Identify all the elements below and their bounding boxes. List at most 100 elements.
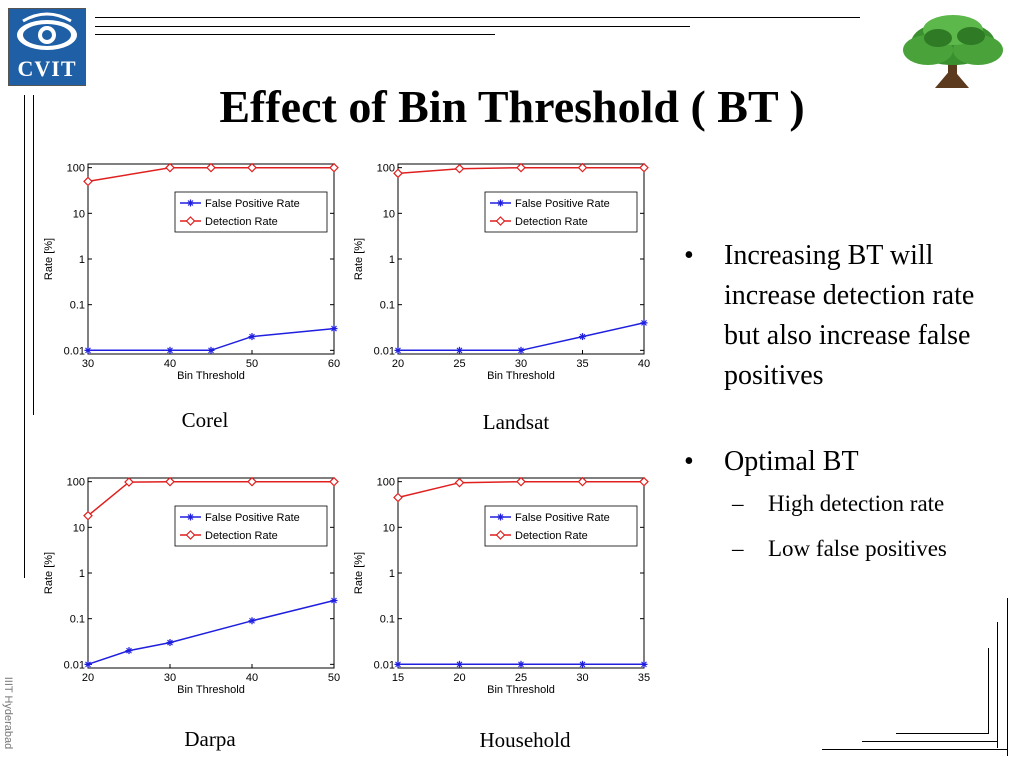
footer-rule-1 [822,749,1008,750]
data-point [516,162,526,173]
chart-household: 15 20 25 30 35 0.01 0.1 1 10 100 Bin Threshold Rate… [350,472,660,702]
data-point [394,660,402,668]
y-tick-label: 1 [79,254,85,266]
bullet-marker: • [684,446,694,477]
legend-marker [185,530,196,540]
y-tick-label: 1 [389,254,395,266]
data-point [84,660,92,668]
legend-marker [497,199,504,207]
data-point [83,176,93,187]
chart-svg: 20 25 30 35 40 0.01 0.1 1 10 100 Bin Threshold Rate… [353,162,650,382]
bullet-list: • Increasing BT will increase detection … [680,236,1015,565]
data-point [577,162,588,173]
legend-label: Detection Rate [515,530,588,542]
bullet-item: • Increasing BT will increase detection … [680,236,1015,396]
y-tick-label: 100 [377,477,395,489]
y-tick-label: 0.1 [380,614,395,626]
chart-svg: 30 40 50 60 0.01 0.1 1 10 100 Bin Threshold Rate [… [43,162,340,382]
data-point [84,346,92,354]
x-tick-label: 30 [515,358,527,370]
data-point [165,476,175,487]
y-axis-label: Rate [%] [353,238,365,280]
x-tick-label: 20 [82,672,94,684]
data-point [640,319,648,327]
data-point [640,660,648,668]
y-tick-label: 100 [377,163,395,175]
slide-title: Effect of Bin Threshold ( BT ) [219,81,805,132]
header-rule-2 [95,26,690,27]
x-tick-label: 30 [164,672,176,684]
bullet-marker: • [684,240,694,271]
legend-marker [185,216,196,226]
data-point [516,476,526,487]
y-axis-label: Rate [%] [43,552,55,594]
y-axis-label: Rate [%] [43,238,55,280]
x-axis-label: Bin Threshold [487,370,555,382]
left-rule-2 [33,95,34,415]
header-rule-3 [95,34,495,35]
right-rule-1 [1007,598,1008,756]
data-point [248,333,256,341]
bullet-item: • Optimal BT [680,442,1015,482]
x-tick-label: 25 [515,672,527,684]
chart-svg: 20 30 40 50 0.01 0.1 1 10 100 Bin Threshold Rate [… [43,476,340,696]
data-point [330,596,338,604]
x-axis-label: Bin Threshold [487,684,555,696]
data-point [83,510,93,521]
sub-bullet-marker: – [732,491,744,516]
y-tick-label: 1 [389,568,395,580]
y-tick-label: 10 [383,522,395,534]
legend-marker [495,530,506,540]
y-tick-label: 10 [383,208,395,220]
data-point [393,168,403,179]
side-label: IIIT Hyderabad [2,676,14,750]
y-tick-label: 10 [73,522,85,534]
data-point [639,476,649,487]
legend-label: False Positive Rate [205,512,300,524]
y-tick-label: 100 [67,163,85,175]
left-rule-1 [24,95,25,578]
caption-landsat: Landsat [482,410,550,434]
data-point [166,346,174,354]
legend-box [484,191,638,233]
data-point [248,617,256,625]
y-axis-label: Rate [%] [353,552,365,594]
sub-bullet-item: – Low false positives [680,533,1015,565]
caption-darpa: Darpa [184,727,236,751]
data-point [165,162,175,173]
y-tick-label: 0.01 [374,345,395,357]
legend-label: False Positive Rate [515,512,610,524]
x-tick-label: 30 [82,358,94,370]
logo-text: CVIT [17,56,77,81]
caption-household: Household [479,728,571,752]
legend-box [174,505,328,547]
legend-label: False Positive Rate [515,198,610,210]
data-point [329,162,339,173]
x-tick-label: 25 [453,358,465,370]
data-point [207,346,215,354]
data-point [206,162,216,173]
footer-rule-3 [896,733,989,734]
x-tick-label: 15 [392,672,404,684]
data-point [517,346,525,354]
sub-bullet-text: High detection rate [768,491,945,516]
x-tick-label: 20 [453,672,465,684]
x-tick-label: 20 [392,358,404,370]
data-point [579,660,586,668]
x-tick-label: 35 [576,358,588,370]
y-tick-label: 100 [67,477,85,489]
legend-label: Detection Rate [205,216,278,228]
data-point [579,333,586,341]
x-tick-label: 40 [164,358,176,370]
y-tick-label: 0.1 [380,300,395,312]
data-point [456,660,463,668]
y-tick-label: 0.01 [64,345,85,357]
data-point [454,163,465,174]
chart-landsat: 20 25 30 35 40 0.01 0.1 1 10 100 Bin Threshold Rate… [350,158,660,388]
legend-label: False Positive Rate [205,198,300,210]
x-axis-label: Bin Threshold [177,684,245,696]
data-point [394,346,402,354]
eye-icon [17,12,77,50]
data-point [454,477,465,488]
x-tick-label: 40 [246,672,258,684]
